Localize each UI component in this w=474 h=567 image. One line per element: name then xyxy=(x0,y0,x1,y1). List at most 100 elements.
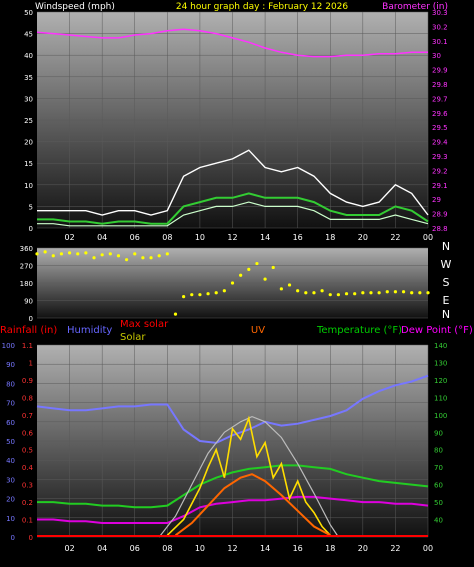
y-tick-label-barometer: 29.8 xyxy=(432,81,448,89)
y-tick-label-barometer: 28.9 xyxy=(432,211,448,219)
x-tick-label: 22 xyxy=(390,233,400,242)
series-dew-point-f- xyxy=(37,495,429,524)
y-tick-label-barometer: 29.6 xyxy=(432,110,448,118)
y-tick-label-humidity: 10 xyxy=(6,515,15,523)
direction-point xyxy=(198,293,202,297)
direction-point xyxy=(279,287,283,291)
y-tick-label-wind: 25 xyxy=(24,117,33,125)
direction-point xyxy=(67,251,72,255)
x-tick-label: 18 xyxy=(325,233,335,242)
y-tick-label-wind: 40 xyxy=(24,52,33,60)
direction-point xyxy=(116,254,121,258)
compass-label: N xyxy=(442,240,450,253)
direction-point xyxy=(239,273,243,277)
x-tick-label: 20 xyxy=(358,233,368,242)
y-tick-label-temperature: 110 xyxy=(434,394,447,402)
y-tick-label-rain: 0.2 xyxy=(22,499,33,507)
direction-point xyxy=(418,291,422,295)
direction-point xyxy=(369,291,373,295)
direction-point xyxy=(353,292,357,296)
y-tick-label-barometer: 30.2 xyxy=(432,23,448,31)
x-tick-label: 16 xyxy=(293,544,303,553)
y-tick-label-rain: 0 xyxy=(29,534,33,542)
x-tick-label: 00 xyxy=(423,233,433,242)
x-tick-label: 14 xyxy=(260,233,270,242)
legend-entry: Rainfall (in) xyxy=(0,325,57,336)
direction-point xyxy=(84,251,88,255)
direction-point xyxy=(320,289,324,293)
x-tick-label: 10 xyxy=(195,233,205,242)
y-tick-label-barometer: 29.3 xyxy=(432,153,448,161)
legend-entry: Solar xyxy=(120,332,146,343)
direction-point xyxy=(141,256,145,260)
series-temperature-f- xyxy=(37,464,429,509)
legend-entry: Humidity xyxy=(67,325,112,336)
y-tick-label-wind: 5 xyxy=(29,203,33,211)
y-tick-label-rain: 0.1 xyxy=(22,517,33,525)
direction-point xyxy=(76,252,80,256)
y-tick-label-temperature: 90 xyxy=(434,429,443,437)
series-humidity xyxy=(36,374,429,444)
y-tick-label-humidity: 0 xyxy=(11,534,15,542)
y-tick-label-temperature: 140 xyxy=(434,342,447,350)
direction-point xyxy=(426,291,430,295)
direction-point xyxy=(361,291,365,295)
y-tick-label-humidity: 30 xyxy=(6,476,15,484)
direction-point xyxy=(393,290,398,294)
x-tick-label: 16 xyxy=(293,233,303,242)
y-tick-label-rain: 0.5 xyxy=(22,447,33,455)
direction-point xyxy=(173,312,178,316)
y-tick-label-temperature: 130 xyxy=(434,359,447,367)
y-tick-label-rain: 1.1 xyxy=(22,342,33,350)
y-tick-label-direction: 180 xyxy=(20,280,33,288)
direction-point xyxy=(133,252,137,256)
y-tick-label-wind: 0 xyxy=(29,225,33,233)
axis-label-windspeed: Windspeed (mph) xyxy=(35,2,115,12)
y-tick-label-barometer: 30.1 xyxy=(432,38,448,46)
legend-entry: Dew Point (°F) xyxy=(401,325,473,336)
y-tick-label-direction: 0 xyxy=(29,315,33,323)
direction-point xyxy=(100,253,104,257)
x-tick-label: 12 xyxy=(227,233,237,242)
x-tick-label: 14 xyxy=(260,544,270,553)
direction-point xyxy=(230,281,235,285)
direction-point xyxy=(51,254,55,258)
y-tick-label-barometer: 29.4 xyxy=(432,139,448,147)
direction-point xyxy=(377,291,381,295)
x-tick-label: 20 xyxy=(358,544,368,553)
direction-point xyxy=(296,289,300,293)
direction-point xyxy=(59,252,64,256)
legend-entry: Max solar xyxy=(120,319,169,330)
y-tick-label-barometer: 29.5 xyxy=(432,124,448,132)
y-tick-label-temperature: 70 xyxy=(434,464,443,472)
y-tick-label-humidity: 40 xyxy=(6,457,15,465)
y-tick-label-barometer: 29.2 xyxy=(432,167,448,175)
direction-point xyxy=(108,252,112,256)
y-tick-label-barometer: 29.7 xyxy=(432,95,448,103)
series-wind-speed xyxy=(37,201,429,227)
direction-point xyxy=(165,252,169,256)
direction-point xyxy=(304,291,308,295)
compass-label: S xyxy=(443,276,450,289)
compass-label: E xyxy=(443,294,450,307)
series-wind-average xyxy=(37,192,429,225)
y-tick-label-wind: 10 xyxy=(24,182,33,190)
y-tick-label-wind: 45 xyxy=(24,31,33,39)
y-tick-label-temperature: 100 xyxy=(434,412,447,420)
chart-title: 24 hour graph day : February 12 2026 xyxy=(176,2,349,12)
series-uv xyxy=(174,473,331,537)
direction-point xyxy=(385,290,389,294)
y-tick-label-rain: 1 xyxy=(29,359,33,367)
y-tick-label-rain: 0.3 xyxy=(22,482,33,490)
direction-point xyxy=(312,291,316,295)
y-tick-label-temperature: 120 xyxy=(434,377,447,385)
direction-point xyxy=(263,277,267,281)
x-tick-label: 04 xyxy=(97,233,107,242)
y-tick-label-barometer: 29.1 xyxy=(432,182,448,190)
x-tick-label: 10 xyxy=(195,544,205,553)
direction-point xyxy=(336,293,340,297)
direction-point xyxy=(43,250,47,254)
y-tick-label-barometer: 29.9 xyxy=(432,67,448,75)
